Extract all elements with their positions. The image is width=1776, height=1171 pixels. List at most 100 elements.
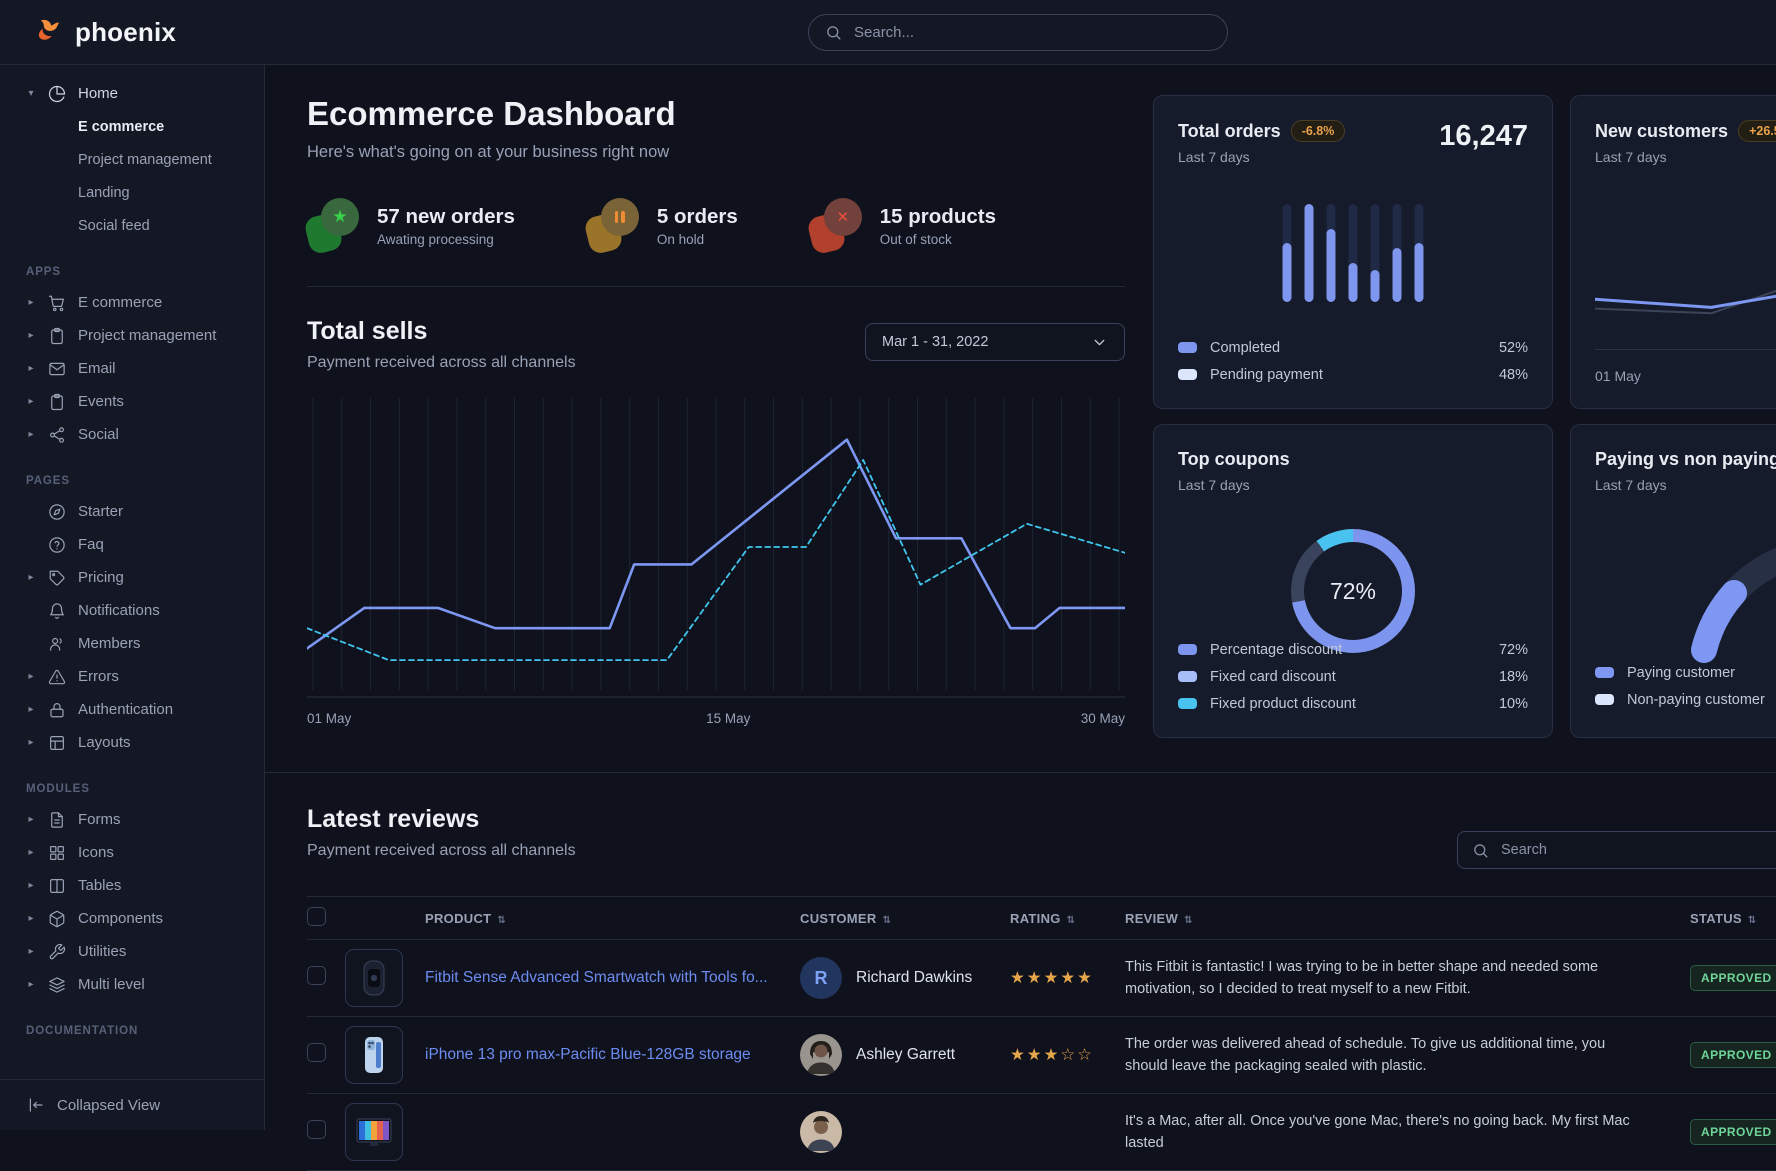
caret-right-icon: ▸ [28,671,34,682]
card-title: New customers [1595,120,1729,141]
product-link[interactable]: Fitbit Sense Advanced Smartwatch with To… [425,969,768,986]
caret-right-icon: ▸ [28,737,34,748]
collapse-left-icon [29,1098,43,1112]
total-sells-subtitle: Payment received across all channels [307,354,576,371]
sidebar-item-components[interactable]: ▸ Components [0,902,264,935]
column-header-rating[interactable]: RATING ⇅ [1010,910,1076,926]
sidebar-item-social[interactable]: ▸ Social [0,418,264,451]
sidebar-item-forms[interactable]: ▸ Forms [0,803,264,836]
total-sells-title: Total sells [307,317,428,345]
clipboard-icon [51,393,63,410]
sidebar-section-label: APPS [26,266,61,278]
sidebar-item-events[interactable]: ▸ Events [0,385,264,418]
column-header-review[interactable]: REVIEW ⇅ [1125,910,1193,926]
stat-title: 57 new orders [377,205,515,228]
legend-label: Paying customer [1627,664,1735,681]
stat-subtitle: Out of stock [879,232,952,247]
product-link[interactable]: iPhone 13 pro max-Pacific Blue-128GB sto… [425,1046,751,1063]
legend-item: Fixed card discount 18% [1178,663,1528,690]
sidebar-item-project-management[interactable]: Project management [78,151,212,168]
sort-icon[interactable]: ⇅ [1184,914,1193,926]
sidebar-item-faq[interactable]: Faq [0,528,264,561]
caret-right-icon: ▸ [28,880,34,891]
card-title: Top coupons [1178,449,1290,469]
legend-item: Completed 52% [1178,334,1528,361]
row-checkbox[interactable] [307,1043,326,1062]
table-row: It's a Mac, after all. Once you've gone … [307,1094,1776,1171]
total-orders-card: Total orders -6.8% Last 7 days 16,247 Co… [1153,95,1553,409]
sidebar-item-project-management[interactable]: ▸ Project management [0,319,264,352]
row-checkbox[interactable] [307,966,326,985]
sidebar-nav: ▾ Home E commerce Project management Landing… [0,77,264,1037]
legend-item: Fixed product discount 10% [1178,690,1528,717]
sidebar-item-starter[interactable]: Starter [0,495,264,528]
sort-icon[interactable]: ⇅ [882,914,892,926]
stat-orders-on-hold: 5 orders On hold [582,198,738,256]
review-text: It's a Mac, after all. Once you've gone … [1125,1112,1630,1151]
sort-icon[interactable]: ⇅ [497,914,507,926]
sidebar-item-e-commerce[interactable]: ▸ E commerce [0,286,264,319]
help-circle-icon [49,536,65,553]
reviews-search-input[interactable] [1499,841,1776,859]
sidebar-item-errors[interactable]: ▸ Errors [0,660,264,693]
sidebar-item-icons[interactable]: ▸ Icons [0,836,264,869]
stat-out-of-stock: ✕ 15 products Out of stock [805,198,996,256]
navbar-search-input[interactable] [852,23,1211,42]
sidebar-item-pricing[interactable]: ▸ Pricing [0,561,264,594]
stat-subtitle: Awating processing [377,232,494,247]
stat-new-orders: ★ 57 new orders Awating processing [303,198,515,256]
sort-icon[interactable]: ⇅ [1066,914,1076,926]
legend-item: Pending payment 48% [1178,361,1528,388]
share-icon [50,426,64,443]
sidebar-item-email[interactable]: ▸ Email [0,352,264,385]
legend-value: 10% [1498,695,1528,712]
brand-logo[interactable]: phoenix [34,17,176,48]
reviews-search[interactable] [1457,831,1776,869]
cart-icon [48,295,64,311]
sidebar-item-landing[interactable]: Landing [78,184,130,201]
rating-stars: ★★★★★ [1010,969,1094,987]
bar [1304,204,1314,302]
sidebar-item-notifications[interactable]: Notifications [0,594,264,627]
sort-icon[interactable]: ⇅ [1747,914,1757,926]
series-previous [306,459,1126,662]
reviews-title: Latest reviews [307,805,480,833]
legend-swatch [1178,342,1197,353]
file-text-icon [51,811,63,828]
new-customers-card: New customers +26.5% Last 7 days 01 May [1570,95,1776,409]
sidebar: ▾ Home E commerce Project management Landing… [0,65,265,1130]
users-icon [50,637,62,651]
sidebar-item-social-feed[interactable]: Social feed [78,217,150,234]
sidebar-item-authentication[interactable]: ▸ Authentication [0,693,264,726]
product-thumbnail[interactable] [345,1026,403,1084]
column-header-status[interactable]: STATUS ⇅ [1690,910,1757,926]
product-thumbnail[interactable] [345,1103,403,1161]
sidebar-item-members[interactable]: Members [0,627,264,660]
top-coupons-card: Top coupons Last 7 days 72% Percentage d… [1153,424,1553,738]
sidebar-item-e-commerce[interactable]: E commerce [78,118,165,135]
column-header-product[interactable]: PRODUCT ⇅ [425,910,507,926]
clipboard-icon [51,327,63,344]
column-header-customer[interactable]: CUSTOMER ⇅ [800,910,892,926]
sidebar-item-home[interactable]: ▾ Home [0,77,264,110]
series-current [1595,294,1776,309]
navbar-search[interactable] [808,14,1228,51]
sidebar-item-utilities[interactable]: ▸ Utilities [0,935,264,968]
caret-right-icon: ▸ [28,913,34,924]
sidebar-item-tables[interactable]: ▸ Tables [0,869,264,902]
sidebar-item-multi-level[interactable]: ▸ Multi level [0,968,264,1001]
collapsed-view-toggle[interactable]: Collapsed View [0,1079,264,1130]
legend-value: 72% [1498,641,1528,658]
avatar [800,1111,842,1153]
product-thumbnail[interactable] [345,949,403,1007]
bar [1282,204,1292,302]
compass-icon [49,503,65,520]
date-range-select[interactable]: Mar 1 - 31, 2022 [865,323,1125,361]
select-all-checkbox[interactable] [307,907,326,926]
legend-value: 18% [1498,668,1528,685]
pie-chart-icon [48,85,66,102]
caret-right-icon: ▸ [28,429,34,440]
mini-x-axis [1595,349,1776,350]
sidebar-section-label: DOCUMENTATION [26,1025,139,1037]
sidebar-item-layouts[interactable]: ▸ Layouts [0,726,264,759]
